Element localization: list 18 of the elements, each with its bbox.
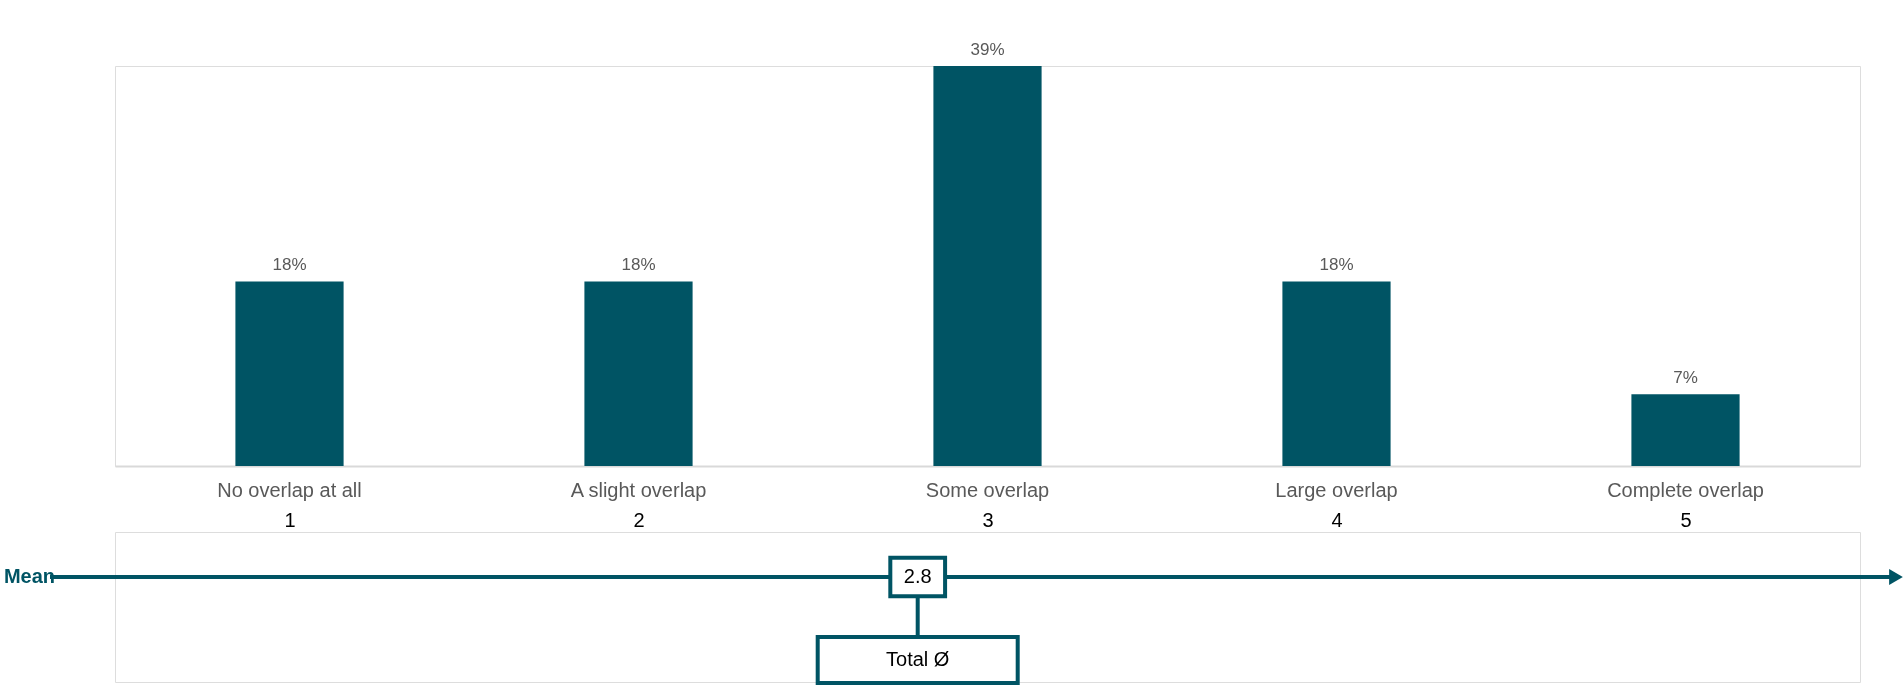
x-tick-label: Some overlap xyxy=(925,478,1050,501)
data-label: 7% xyxy=(1673,368,1698,388)
x-tick-label: Complete overlap xyxy=(1607,478,1764,501)
data-label: 18% xyxy=(1319,255,1354,275)
x2-tick-label: 4 xyxy=(1331,508,1343,531)
x2-tick-label: 3 xyxy=(982,508,994,531)
data-label: 18% xyxy=(272,255,307,275)
x-tick-label: Large overlap xyxy=(1275,478,1398,501)
x2-tick-label: 2 xyxy=(633,508,645,531)
text: 2.8 xyxy=(903,565,932,587)
x2-axis-title: Mean xyxy=(3,565,55,587)
data-label: 18% xyxy=(621,255,656,275)
x-tick-label: No overlap at all xyxy=(217,478,362,501)
ref-line-label: Total Ø xyxy=(886,648,950,670)
x2-tick-label: 5 xyxy=(1680,508,1692,531)
x2-tick-label: 1 xyxy=(284,508,296,531)
data-label: 39% xyxy=(970,40,1005,59)
x-tick-label: A slight overlap xyxy=(570,478,707,501)
